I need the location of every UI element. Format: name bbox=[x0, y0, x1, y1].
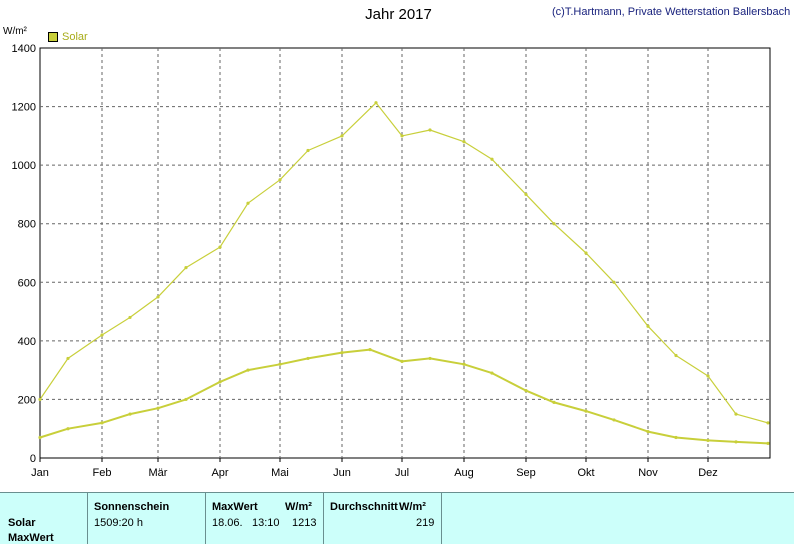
legend: Solar bbox=[48, 31, 88, 43]
data-point-daily-mean bbox=[66, 427, 70, 431]
data-point-daily-max bbox=[374, 101, 378, 105]
data-point-daily-max bbox=[462, 140, 466, 144]
x-tick-label: Feb bbox=[93, 467, 112, 479]
legend-label: Solar bbox=[62, 31, 88, 43]
data-point-daily-max bbox=[734, 412, 738, 416]
data-point-daily-max bbox=[400, 134, 404, 138]
data-point-daily-mean bbox=[524, 389, 528, 393]
data-point-daily-max bbox=[524, 192, 528, 197]
x-tick-label: Nov bbox=[638, 467, 658, 479]
data-point-daily-max bbox=[100, 333, 104, 337]
data-point-daily-mean bbox=[306, 356, 310, 361]
y-tick-label: 1400 bbox=[12, 43, 36, 55]
x-tick-label: Jan bbox=[31, 467, 49, 479]
data-point-daily-mean bbox=[674, 435, 678, 440]
y-tick-label: 400 bbox=[18, 336, 36, 348]
y-tick-label: 0 bbox=[30, 453, 36, 465]
data-point-daily-max bbox=[156, 295, 160, 299]
data-point-daily-max bbox=[766, 421, 770, 425]
footer-empty-area bbox=[442, 493, 794, 544]
data-point-daily-max bbox=[38, 397, 42, 402]
durchschnitt-value: 219 bbox=[416, 517, 435, 529]
data-point-daily-mean bbox=[766, 441, 770, 445]
data-point-daily-mean bbox=[246, 368, 250, 372]
data-point-daily-mean bbox=[612, 418, 616, 422]
data-point-daily-max bbox=[612, 280, 616, 284]
maxwert-unit: W/m² bbox=[285, 501, 312, 513]
data-point-daily-max bbox=[218, 245, 222, 249]
legend-swatch bbox=[48, 32, 58, 42]
plot-frame bbox=[39, 47, 771, 459]
y-tick-label: 800 bbox=[18, 219, 36, 231]
footer-maxwert-column: MaxWert W/m² 18.06. 13:10 1213 bbox=[206, 493, 324, 544]
x-tick-label: Dez bbox=[698, 467, 718, 479]
data-point-daily-mean bbox=[490, 371, 494, 375]
data-point-daily-mean bbox=[340, 350, 344, 355]
data-point-daily-mean bbox=[38, 435, 42, 440]
data-point-daily-max bbox=[340, 134, 344, 138]
row-label-maxwert: MaxWert bbox=[8, 532, 54, 544]
y-axis-unit-label: W/m² bbox=[3, 26, 27, 37]
footer-sonnenschein-column: Sonnenschein 1509:20 h bbox=[88, 493, 206, 544]
data-point-daily-mean bbox=[184, 397, 188, 402]
data-point-daily-mean bbox=[584, 409, 588, 413]
data-point-daily-max bbox=[490, 157, 494, 161]
data-point-daily-max bbox=[428, 128, 432, 132]
data-point-daily-mean bbox=[218, 380, 222, 384]
data-point-daily-mean bbox=[706, 438, 710, 443]
x-tick-label: Jul bbox=[395, 467, 409, 479]
data-point-daily-max bbox=[128, 315, 132, 320]
data-point-daily-max bbox=[552, 222, 556, 226]
durchschnitt-header: Durchschnitt bbox=[330, 501, 398, 513]
chart-title: Jahr 2017 bbox=[365, 6, 432, 23]
data-point-daily-max bbox=[706, 374, 710, 378]
y-tick-label: 200 bbox=[18, 394, 36, 406]
x-tick-label: Apr bbox=[211, 467, 228, 479]
footer-label-column: Solar MaxWert bbox=[0, 493, 88, 544]
x-tick-label: Aug bbox=[454, 467, 474, 479]
x-tick-label: Sep bbox=[516, 467, 536, 479]
data-point-daily-max bbox=[184, 266, 188, 270]
data-point-daily-mean bbox=[646, 430, 650, 434]
sonnenschein-value: 1509:20 h bbox=[94, 517, 143, 529]
durchschnitt-unit: W/m² bbox=[399, 501, 426, 513]
stats-footer: Solar MaxWert Sonnenschein 1509:20 h Max… bbox=[0, 492, 794, 544]
data-point-daily-mean bbox=[278, 362, 282, 366]
data-point-daily-mean bbox=[368, 348, 372, 352]
data-point-daily-mean bbox=[156, 406, 160, 410]
data-point-daily-max bbox=[278, 178, 282, 182]
data-point-daily-max bbox=[66, 356, 70, 361]
x-tick-label: Mär bbox=[149, 467, 168, 479]
y-tick-label: 1200 bbox=[12, 102, 36, 114]
copyright-text: (c)T.Hartmann, Private Wetterstation Bal… bbox=[552, 6, 791, 18]
data-point-daily-max bbox=[246, 201, 250, 205]
footer-durchschnitt-column: Durchschnitt W/m² 219 bbox=[324, 493, 442, 544]
row-label-solar: Solar bbox=[8, 517, 36, 529]
y-tick-label: 600 bbox=[18, 277, 36, 289]
data-point-daily-mean bbox=[428, 356, 432, 361]
maxwert-date: 18.06. bbox=[212, 517, 243, 529]
data-point-daily-mean bbox=[400, 359, 404, 363]
chart-plot: 0 200 400 600 800 1000 1200 1400 Jan Feb Mär Apr Mai… bbox=[12, 43, 771, 479]
x-tick-label: Okt bbox=[577, 467, 594, 479]
x-tick-label: Mai bbox=[271, 467, 289, 479]
data-point-daily-mean bbox=[100, 421, 104, 425]
data-point-daily-max bbox=[674, 353, 678, 358]
data-point-daily-max bbox=[646, 324, 650, 328]
data-point-daily-max bbox=[584, 251, 588, 255]
maxwert-header: MaxWert bbox=[212, 501, 258, 513]
x-tick-label: Jun bbox=[333, 467, 351, 479]
maxwert-value: 1213 bbox=[292, 517, 317, 529]
data-point-daily-mean bbox=[552, 400, 556, 404]
data-point-daily-mean bbox=[462, 362, 466, 366]
sonnenschein-header: Sonnenschein bbox=[94, 501, 170, 513]
data-point-daily-mean bbox=[128, 412, 132, 416]
data-point-daily-max bbox=[306, 148, 310, 153]
maxwert-time: 13:10 bbox=[252, 517, 280, 529]
y-tick-label: 1000 bbox=[12, 160, 36, 172]
data-point-daily-mean bbox=[734, 440, 738, 444]
